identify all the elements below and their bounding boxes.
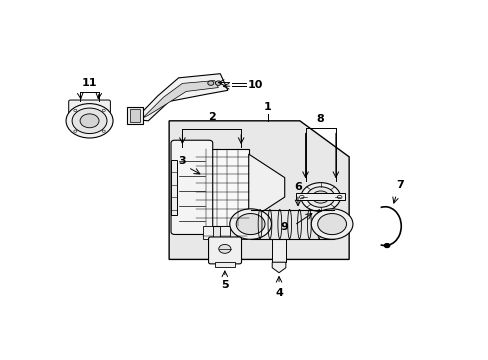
Polygon shape [248, 154, 284, 221]
Bar [171, 159, 176, 215]
Circle shape [218, 244, 230, 253]
Text: 3: 3 [178, 156, 186, 166]
Bar [195, 149, 248, 226]
Text: 9: 9 [280, 222, 288, 232]
Circle shape [74, 130, 77, 132]
Text: 1: 1 [263, 103, 271, 112]
Circle shape [337, 195, 341, 199]
Bar [220, 226, 229, 239]
Polygon shape [169, 121, 348, 260]
Text: 4: 4 [275, 288, 283, 298]
Bar [203, 226, 212, 239]
Circle shape [299, 195, 304, 199]
Circle shape [312, 191, 328, 203]
Circle shape [311, 209, 352, 239]
Circle shape [306, 187, 334, 207]
Bar [296, 193, 345, 201]
Circle shape [102, 109, 105, 112]
FancyBboxPatch shape [171, 140, 212, 234]
Bar [272, 239, 285, 262]
Circle shape [215, 81, 221, 85]
Bar [237, 226, 246, 239]
Circle shape [207, 81, 213, 85]
Text: 6: 6 [293, 181, 301, 192]
Circle shape [66, 104, 113, 138]
Text: 10: 10 [247, 80, 263, 90]
Circle shape [384, 244, 389, 247]
FancyBboxPatch shape [68, 100, 110, 114]
Text: 2: 2 [207, 112, 215, 122]
Circle shape [74, 109, 77, 112]
Polygon shape [272, 262, 285, 273]
Polygon shape [135, 74, 227, 121]
Text: 11: 11 [81, 78, 97, 89]
Circle shape [72, 108, 107, 134]
Circle shape [229, 209, 271, 239]
Circle shape [236, 213, 264, 235]
Bar [130, 109, 140, 122]
Bar [214, 262, 235, 267]
Circle shape [102, 130, 105, 132]
Bar [127, 107, 142, 123]
Text: 8: 8 [316, 114, 324, 123]
Circle shape [80, 114, 99, 128]
Text: 7: 7 [396, 180, 404, 190]
Circle shape [301, 183, 340, 211]
Polygon shape [142, 81, 218, 118]
FancyBboxPatch shape [208, 237, 241, 264]
Text: 5: 5 [221, 280, 228, 290]
Circle shape [317, 213, 346, 235]
